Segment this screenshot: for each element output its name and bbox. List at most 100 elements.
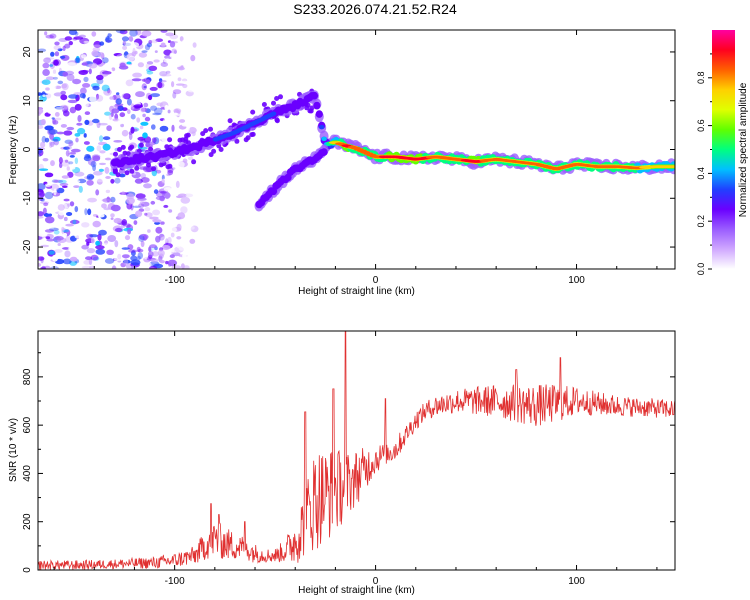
heatmap-noise-speckle [190,54,196,62]
heatmap-noise-speckle [82,40,90,44]
heatmap-noise-speckle [91,31,97,37]
heatmap-noise-speckle [130,103,135,110]
heatmap-noise-speckle [142,113,146,118]
heatmap-ridge-scatter [208,152,214,158]
heatmap-noise-speckle [180,80,189,84]
heatmap-noise-speckle [65,159,69,163]
heatmap-noise-speckle [44,229,55,233]
heatmap-noise-speckle [114,177,121,184]
heatmap-noise-speckle [183,265,190,269]
heatmap-noise-speckle [163,204,169,208]
heatmap-x-axis-label: Height of straight line (km) [298,286,415,297]
heatmap-noise-speckle [131,171,141,179]
heatmap-noise-speckle [41,135,47,144]
heatmap-noise-speckle [166,173,171,177]
heatmap-noise-speckle [54,112,60,117]
heatmap-noise-speckle [99,162,106,166]
heatmap-noise-speckle [105,189,111,194]
heatmap-noise-speckle [39,191,45,197]
heatmap-noise-speckle [148,246,152,252]
heatmap-noise-speckle [38,125,44,129]
heatmap-noise-speckle [137,197,147,201]
heatmap-noise-speckle [122,45,128,51]
heatmap-main-ridge-core [667,165,675,168]
heatmap-noise-speckle [184,49,192,55]
heatmap-noise-speckle [123,258,129,266]
heatmap-noise-speckle [108,113,113,121]
heatmap-noise-speckle [100,30,108,38]
heatmap-noise-speckle [49,133,54,140]
heatmap-noise-speckle [38,183,46,191]
heatmap-noise-speckle [85,256,93,261]
heatmap-x-tick-label: 0 [373,275,379,286]
heatmap-noise-speckle [88,258,93,266]
heatmap-noise-speckle [73,185,80,189]
heatmap-y-tick-label: 20 [22,46,33,58]
heatmap-noise-speckle [133,220,138,226]
heatmap-noise-speckle [68,247,77,250]
heatmap-noise-speckle [117,253,122,260]
heatmap-noise-speckle [183,176,193,183]
heatmap-noise-speckle [138,203,145,208]
heatmap-noise-speckle [153,107,163,115]
heatmap-noise-speckle [105,176,111,179]
heatmap-noise-speckle [145,142,151,147]
heatmap-noise-speckle [121,219,128,226]
heatmap-ridge-scatter [117,147,122,152]
heatmap-noise-speckle [132,189,140,193]
heatmap-noise-speckle [98,122,108,126]
heatmap-noise-speckle [113,53,123,57]
heatmap-noise-speckle [84,208,88,216]
heatmap-noise-speckle [168,209,173,213]
heatmap-noise-speckle [171,81,175,88]
heatmap-noise-speckle [68,30,78,36]
heatmap-noise-speckle [57,48,63,52]
heatmap-noise-speckle [95,176,105,183]
heatmap-noise-speckle [188,259,194,263]
heatmap-noise-speckle [186,118,195,125]
heatmap-noise-speckle [187,156,194,161]
heatmap-noise-speckle [121,93,130,99]
heatmap-noise-speckle [74,171,85,177]
heatmap-noise-speckle [128,133,133,140]
heatmap-noise-speckle [145,212,153,218]
heatmap-noise-speckle [61,226,65,232]
heatmap-noise-speckle [128,36,134,42]
heatmap-ridge-scatter [148,146,154,152]
heatmap-noise-speckle [136,246,141,253]
heatmap-noise-speckle [149,86,158,91]
heatmap-noise-speckle [173,96,183,104]
heatmap-noise-speckle [170,248,175,252]
heatmap-noise-speckle [183,110,192,117]
snr-y-tick-label: 0 [22,567,33,573]
heatmap-noise-speckle [54,235,64,241]
heatmap-noise-speckle [186,85,197,93]
heatmap-noise-speckle [177,77,182,82]
heatmap-noise-speckle [152,209,161,216]
heatmap-noise-speckle [133,104,144,109]
heatmap-noise-speckle [38,168,49,171]
heatmap-noise-speckle [189,106,197,112]
heatmap-noise-speckle [86,175,91,180]
heatmap-noise-speckle [84,119,90,125]
heatmap-noise-speckle [54,65,59,74]
heatmap-noise-speckle [72,180,81,183]
heatmap-ridge-scatter [167,137,173,143]
heatmap-ridge-scatter [115,172,121,178]
heatmap-noise-speckle [96,178,103,185]
snr-y-tick-label: 400 [22,465,33,482]
heatmap-noise-speckle [95,240,100,246]
heatmap-noise-speckle [64,43,71,49]
heatmap-noise-speckle [88,68,92,75]
heatmap-noise-speckle [92,214,98,217]
heatmap-noise-speckle [77,127,86,135]
snr-x-axis-label: Height of straight line (km) [298,585,415,596]
heatmap-noise-speckle [185,41,191,48]
heatmap-noise-speckle [148,251,154,258]
heatmap-noise-speckle [128,249,138,253]
heatmap-noise-speckle [69,106,77,114]
heatmap-noise-speckle [86,263,95,269]
heatmap-noise-speckle [117,105,124,111]
heatmap-noise-speckle [152,219,162,223]
heatmap-noise-speckle [65,150,70,157]
